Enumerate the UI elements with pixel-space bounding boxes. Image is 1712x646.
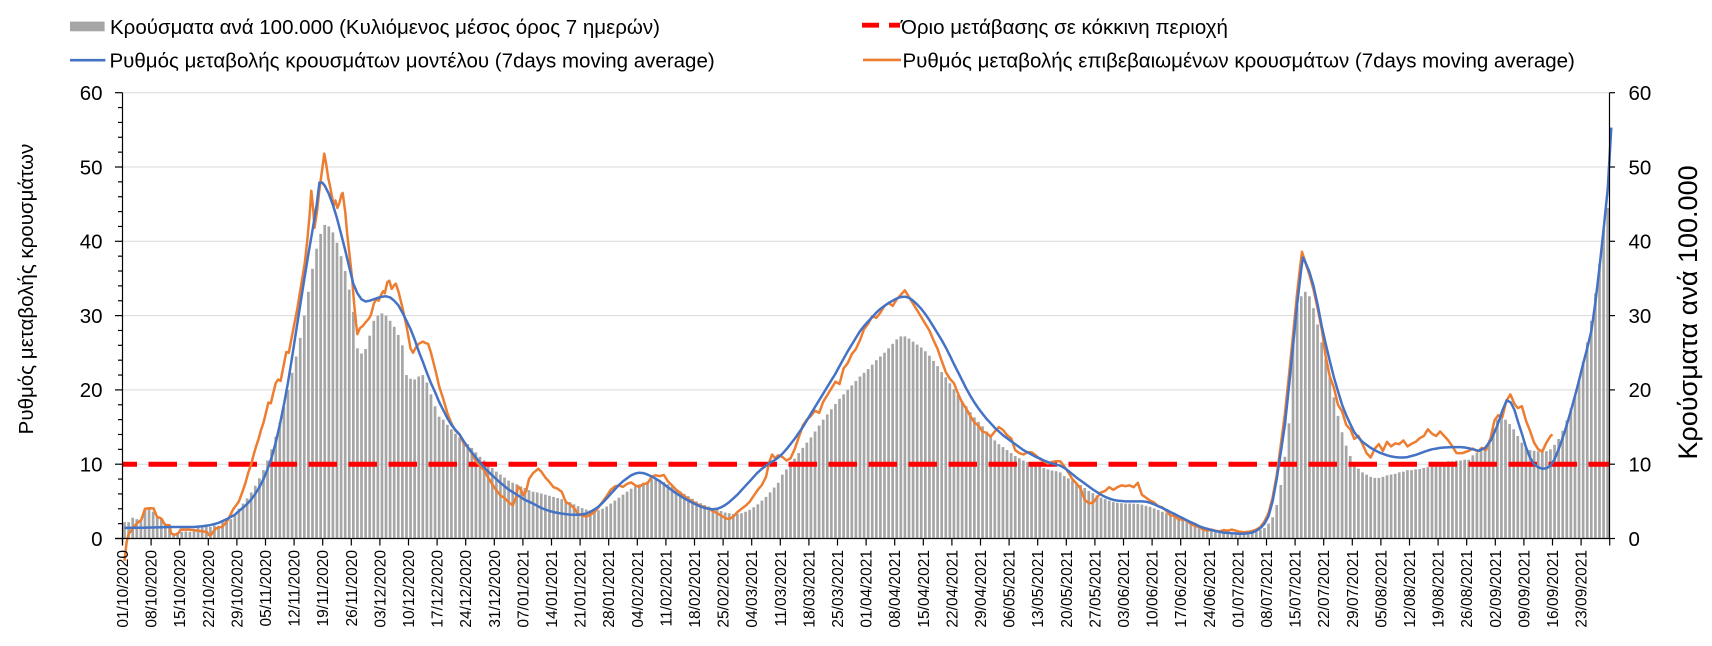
svg-text:60: 60 (1629, 82, 1652, 105)
svg-text:12/08/2021: 12/08/2021 (1402, 550, 1419, 628)
svg-text:01/10/2020: 01/10/2020 (115, 550, 132, 628)
svg-text:18/03/2021: 18/03/2021 (801, 550, 818, 628)
svg-text:24/06/2021: 24/06/2021 (1202, 550, 1219, 628)
svg-text:17/12/2020: 17/12/2020 (430, 550, 447, 628)
svg-text:05/11/2020: 05/11/2020 (258, 550, 275, 627)
svg-text:Ρυθμός μεταβολής κρουσμάτων μο: Ρυθμός μεταβολής κρουσμάτων μοντέλου (7d… (110, 50, 715, 73)
svg-text:22/07/2021: 22/07/2021 (1316, 550, 1333, 628)
svg-text:23/09/2021: 23/09/2021 (1574, 550, 1591, 628)
svg-text:15/04/2021: 15/04/2021 (916, 550, 933, 628)
svg-text:10: 10 (1629, 454, 1652, 477)
svg-text:31/12/2020: 31/12/2020 (487, 550, 504, 628)
svg-text:20: 20 (1629, 379, 1652, 402)
svg-text:26/08/2021: 26/08/2021 (1459, 550, 1476, 628)
svg-text:15/07/2021: 15/07/2021 (1288, 550, 1305, 628)
svg-text:Κρούσματα ανά 100.000 (Κυλιόμε: Κρούσματα ανά 100.000 (Κυλιόμενος μέσος … (110, 16, 660, 39)
svg-text:12/11/2020: 12/11/2020 (287, 550, 304, 627)
svg-text:25/02/2021: 25/02/2021 (716, 550, 733, 628)
svg-text:0: 0 (91, 528, 102, 551)
svg-text:50: 50 (1629, 156, 1652, 179)
svg-text:40: 40 (1629, 231, 1652, 254)
svg-text:30: 30 (80, 305, 103, 328)
svg-text:15/10/2020: 15/10/2020 (172, 550, 189, 628)
svg-text:Ρυθμός μεταβολής επιβεβαιωμένω: Ρυθμός μεταβολής επιβεβαιωμένων κρουσμάτ… (903, 50, 1575, 73)
svg-text:14/01/2021: 14/01/2021 (544, 550, 561, 628)
svg-text:30: 30 (1629, 305, 1652, 328)
svg-text:11/03/2021: 11/03/2021 (773, 550, 790, 626)
svg-text:11/02/2021: 11/02/2021 (658, 550, 675, 626)
svg-text:07/01/2021: 07/01/2021 (515, 550, 532, 628)
svg-text:05/08/2021: 05/08/2021 (1373, 550, 1390, 628)
svg-text:19/08/2021: 19/08/2021 (1431, 550, 1448, 628)
svg-text:01/04/2021: 01/04/2021 (859, 550, 876, 628)
svg-text:60: 60 (80, 82, 103, 105)
svg-text:08/10/2020: 08/10/2020 (144, 550, 161, 628)
svg-text:Κρούσματα ανά 100.000: Κρούσματα ανά 100.000 (1673, 165, 1703, 459)
svg-text:22/04/2021: 22/04/2021 (944, 550, 961, 628)
svg-text:20: 20 (80, 379, 103, 402)
svg-text:04/03/2021: 04/03/2021 (744, 550, 761, 628)
svg-text:24/12/2020: 24/12/2020 (458, 550, 475, 628)
svg-text:10/12/2020: 10/12/2020 (401, 550, 418, 628)
svg-text:0: 0 (1629, 528, 1640, 551)
svg-text:03/06/2021: 03/06/2021 (1116, 550, 1133, 628)
svg-text:28/01/2021: 28/01/2021 (601, 550, 618, 628)
svg-text:50: 50 (80, 156, 103, 179)
svg-text:19/11/2020: 19/11/2020 (315, 550, 332, 627)
svg-text:Ρυθμός μεταβολής κρουσμάτων: Ρυθμός μεταβολής κρουσμάτων (15, 144, 38, 435)
svg-text:26/11/2020: 26/11/2020 (344, 550, 361, 627)
svg-text:27/05/2021: 27/05/2021 (1087, 550, 1104, 628)
svg-text:25/03/2021: 25/03/2021 (830, 550, 847, 628)
svg-text:10: 10 (80, 454, 103, 477)
svg-text:08/07/2021: 08/07/2021 (1259, 550, 1276, 628)
svg-text:22/10/2020: 22/10/2020 (201, 550, 218, 628)
svg-text:29/04/2021: 29/04/2021 (973, 550, 990, 628)
svg-text:21/01/2021: 21/01/2021 (573, 550, 590, 628)
svg-text:10/06/2021: 10/06/2021 (1145, 550, 1162, 628)
svg-text:06/05/2021: 06/05/2021 (1002, 550, 1019, 628)
svg-text:01/07/2021: 01/07/2021 (1230, 550, 1247, 628)
svg-text:17/06/2021: 17/06/2021 (1173, 550, 1190, 628)
svg-text:13/05/2021: 13/05/2021 (1030, 550, 1047, 628)
svg-text:02/09/2021: 02/09/2021 (1488, 550, 1505, 628)
svg-text:29/10/2020: 29/10/2020 (229, 550, 246, 628)
svg-text:Όριο μετάβασης σε κόκκινη περι: Όριο μετάβασης σε κόκκινη περιοχή (900, 16, 1228, 39)
svg-text:03/12/2020: 03/12/2020 (372, 550, 389, 628)
svg-text:08/04/2021: 08/04/2021 (887, 550, 904, 628)
svg-text:09/09/2021: 09/09/2021 (1516, 550, 1533, 628)
svg-text:20/05/2021: 20/05/2021 (1059, 550, 1076, 628)
svg-text:04/02/2021: 04/02/2021 (630, 550, 647, 628)
svg-text:29/07/2021: 29/07/2021 (1345, 550, 1362, 628)
svg-text:16/09/2021: 16/09/2021 (1545, 550, 1562, 628)
svg-text:40: 40 (80, 231, 103, 254)
svg-text:18/02/2021: 18/02/2021 (687, 550, 704, 628)
